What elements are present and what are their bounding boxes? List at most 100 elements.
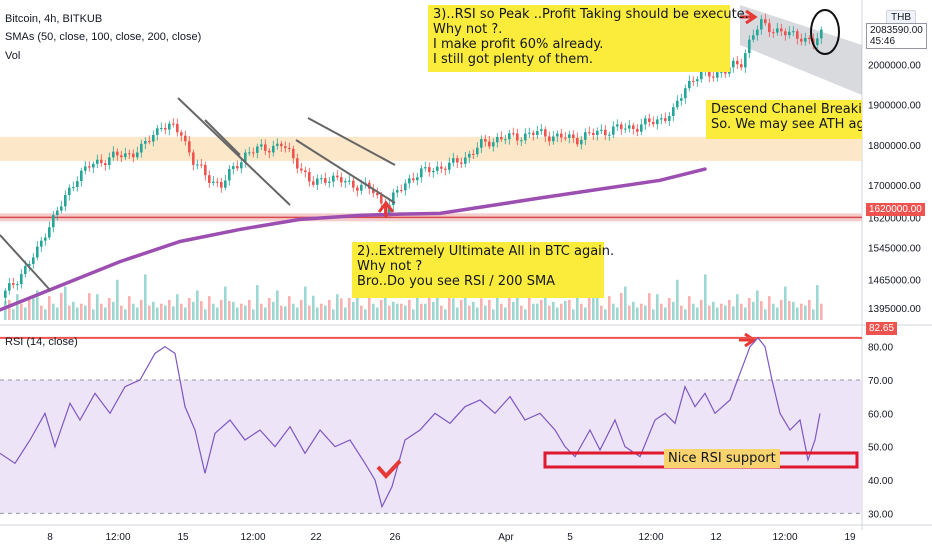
candle-body-2 <box>12 283 15 285</box>
candle-body-186 <box>748 39 751 54</box>
time-tick-7: 5 <box>567 532 573 543</box>
candle-body-15 <box>64 195 67 207</box>
resistance-zone <box>0 136 862 161</box>
candle-body-144 <box>580 139 583 145</box>
volume-bar-121 <box>488 299 491 320</box>
candle-body-41 <box>168 123 171 130</box>
candle-body-129 <box>520 140 523 142</box>
candle-body-171 <box>688 80 691 89</box>
volume-bar-123 <box>496 294 499 320</box>
volume-bar-61 <box>248 299 251 320</box>
candle-body-176 <box>708 70 711 77</box>
volume-bar-163 <box>656 294 659 320</box>
candle-body-109 <box>440 166 443 169</box>
volume-bar-179 <box>720 303 723 320</box>
volume-bar-147 <box>592 295 595 320</box>
candle-body-128 <box>516 133 519 141</box>
volume-bar-85 <box>344 307 347 320</box>
candle-body-156 <box>628 125 631 129</box>
volume-bar-145 <box>584 307 587 320</box>
candle-body-105 <box>424 167 427 169</box>
price-tick-3: 1700000.00 <box>868 181 921 192</box>
rsi-value-badge: 82.65 <box>866 322 898 335</box>
sma200-line <box>0 167 707 312</box>
candle-body-110 <box>444 168 447 170</box>
volume-bar-81 <box>328 299 331 320</box>
volume-bar-181 <box>728 299 731 320</box>
volume-bar-48 <box>196 290 199 320</box>
volume-bar-102 <box>412 309 415 320</box>
volume-bar-66 <box>268 298 271 320</box>
volume-bar-29 <box>120 305 123 320</box>
candle-body-153 <box>616 124 619 127</box>
candle-body-204 <box>820 29 823 39</box>
candle-body-14 <box>60 206 63 211</box>
candle-body-192 <box>772 32 775 34</box>
candle-body-170 <box>684 88 687 99</box>
price-tick-7: 1395000.00 <box>868 304 921 315</box>
volume-bar-119 <box>480 298 483 320</box>
rsi-line <box>0 336 821 509</box>
candle-body-42 <box>172 123 175 125</box>
highlight-circle <box>810 9 840 55</box>
candle-body-152 <box>612 126 615 135</box>
candle-body-62 <box>252 152 255 154</box>
candle-body-149 <box>600 129 603 131</box>
volume-bar-99 <box>400 303 403 320</box>
volume-bar-197 <box>792 301 795 320</box>
candle-body-92 <box>372 188 375 194</box>
volume-bar-20 <box>84 305 87 320</box>
volume-bar-18 <box>76 307 79 320</box>
candle-body-93 <box>376 193 379 196</box>
volume-bar-150 <box>604 309 607 320</box>
candle-body-66 <box>268 150 271 153</box>
volume-bar-114 <box>460 299 463 320</box>
volume-bar-203 <box>816 285 819 320</box>
volume-bar-51 <box>208 296 211 320</box>
rsi-checkmark <box>376 459 402 479</box>
candle-body-172 <box>692 80 695 82</box>
volume-bar-164 <box>660 303 663 320</box>
volume-bar-38 <box>156 307 159 320</box>
candle-body-115 <box>464 157 467 164</box>
candle-body-9 <box>40 240 43 247</box>
note2-line3: Bro..Do you see RSI / 200 SMA <box>357 274 556 289</box>
volume-bar-196 <box>788 301 791 320</box>
volume-bar-154 <box>620 293 623 320</box>
candle-body-120 <box>484 139 487 142</box>
volume-bar-9 <box>40 305 43 320</box>
candle-body-104 <box>420 168 423 178</box>
candle-body-163 <box>656 119 659 125</box>
candle-body-8 <box>36 246 39 258</box>
volume-bar-139 <box>560 303 563 320</box>
volume-bar-97 <box>392 301 395 320</box>
candle-body-190 <box>764 19 767 24</box>
volume-bar-47 <box>192 301 195 320</box>
volume-bar-68 <box>276 290 279 320</box>
volume-bar-19 <box>80 303 83 320</box>
candle-body-184 <box>740 64 743 68</box>
candle-body-131 <box>528 132 531 134</box>
volume-bar-190 <box>764 309 767 320</box>
candle-body-64 <box>260 144 263 147</box>
volume-bar-72 <box>292 303 295 320</box>
candle-body-23 <box>96 159 99 164</box>
volume-bar-45 <box>184 307 187 320</box>
volume-bar-76 <box>308 305 311 320</box>
volume-bar-39 <box>160 303 163 320</box>
time-tick-5: 26 <box>389 532 401 543</box>
volume-bar-52 <box>212 303 215 320</box>
candle-body-36 <box>148 140 151 142</box>
candle-body-151 <box>608 134 611 136</box>
volume-bar-11 <box>48 296 51 320</box>
volume-bar-79 <box>320 303 323 320</box>
candle-body-48 <box>196 164 199 166</box>
candle-body-10 <box>44 237 47 241</box>
candle-body-25 <box>104 163 107 166</box>
volume-bar-40 <box>164 305 167 320</box>
candle-body-198 <box>796 31 799 39</box>
volume-bar-17 <box>72 301 75 320</box>
candle-body-177 <box>712 76 715 78</box>
volume-bar-44 <box>180 303 183 320</box>
